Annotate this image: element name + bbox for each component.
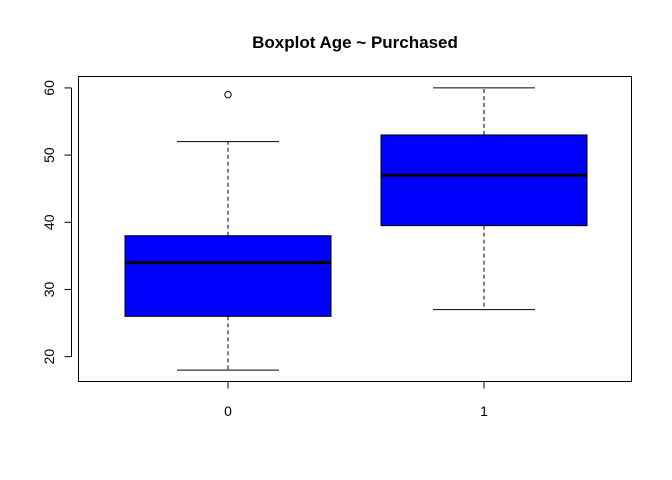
x-tick-label: 0 [224,403,232,419]
box-group-0 [124,90,332,371]
y-tick-label: 60 [41,80,57,96]
iqr-box [380,134,588,227]
chart-axes: 0 1 20 30 40 50 60 [41,80,488,419]
chart-title: Boxplot Age ~ Purchased [252,33,458,52]
outlier-point [224,90,232,99]
y-tick-label: 40 [41,214,57,230]
y-tick-label: 20 [41,349,57,365]
y-tick-label: 30 [41,281,57,297]
box-group-1 [380,87,588,311]
x-tick-label: 1 [480,403,488,419]
iqr-box [124,235,332,317]
plot-frame [78,76,632,382]
y-tick-label: 50 [41,147,57,163]
chart-marks [124,87,588,371]
